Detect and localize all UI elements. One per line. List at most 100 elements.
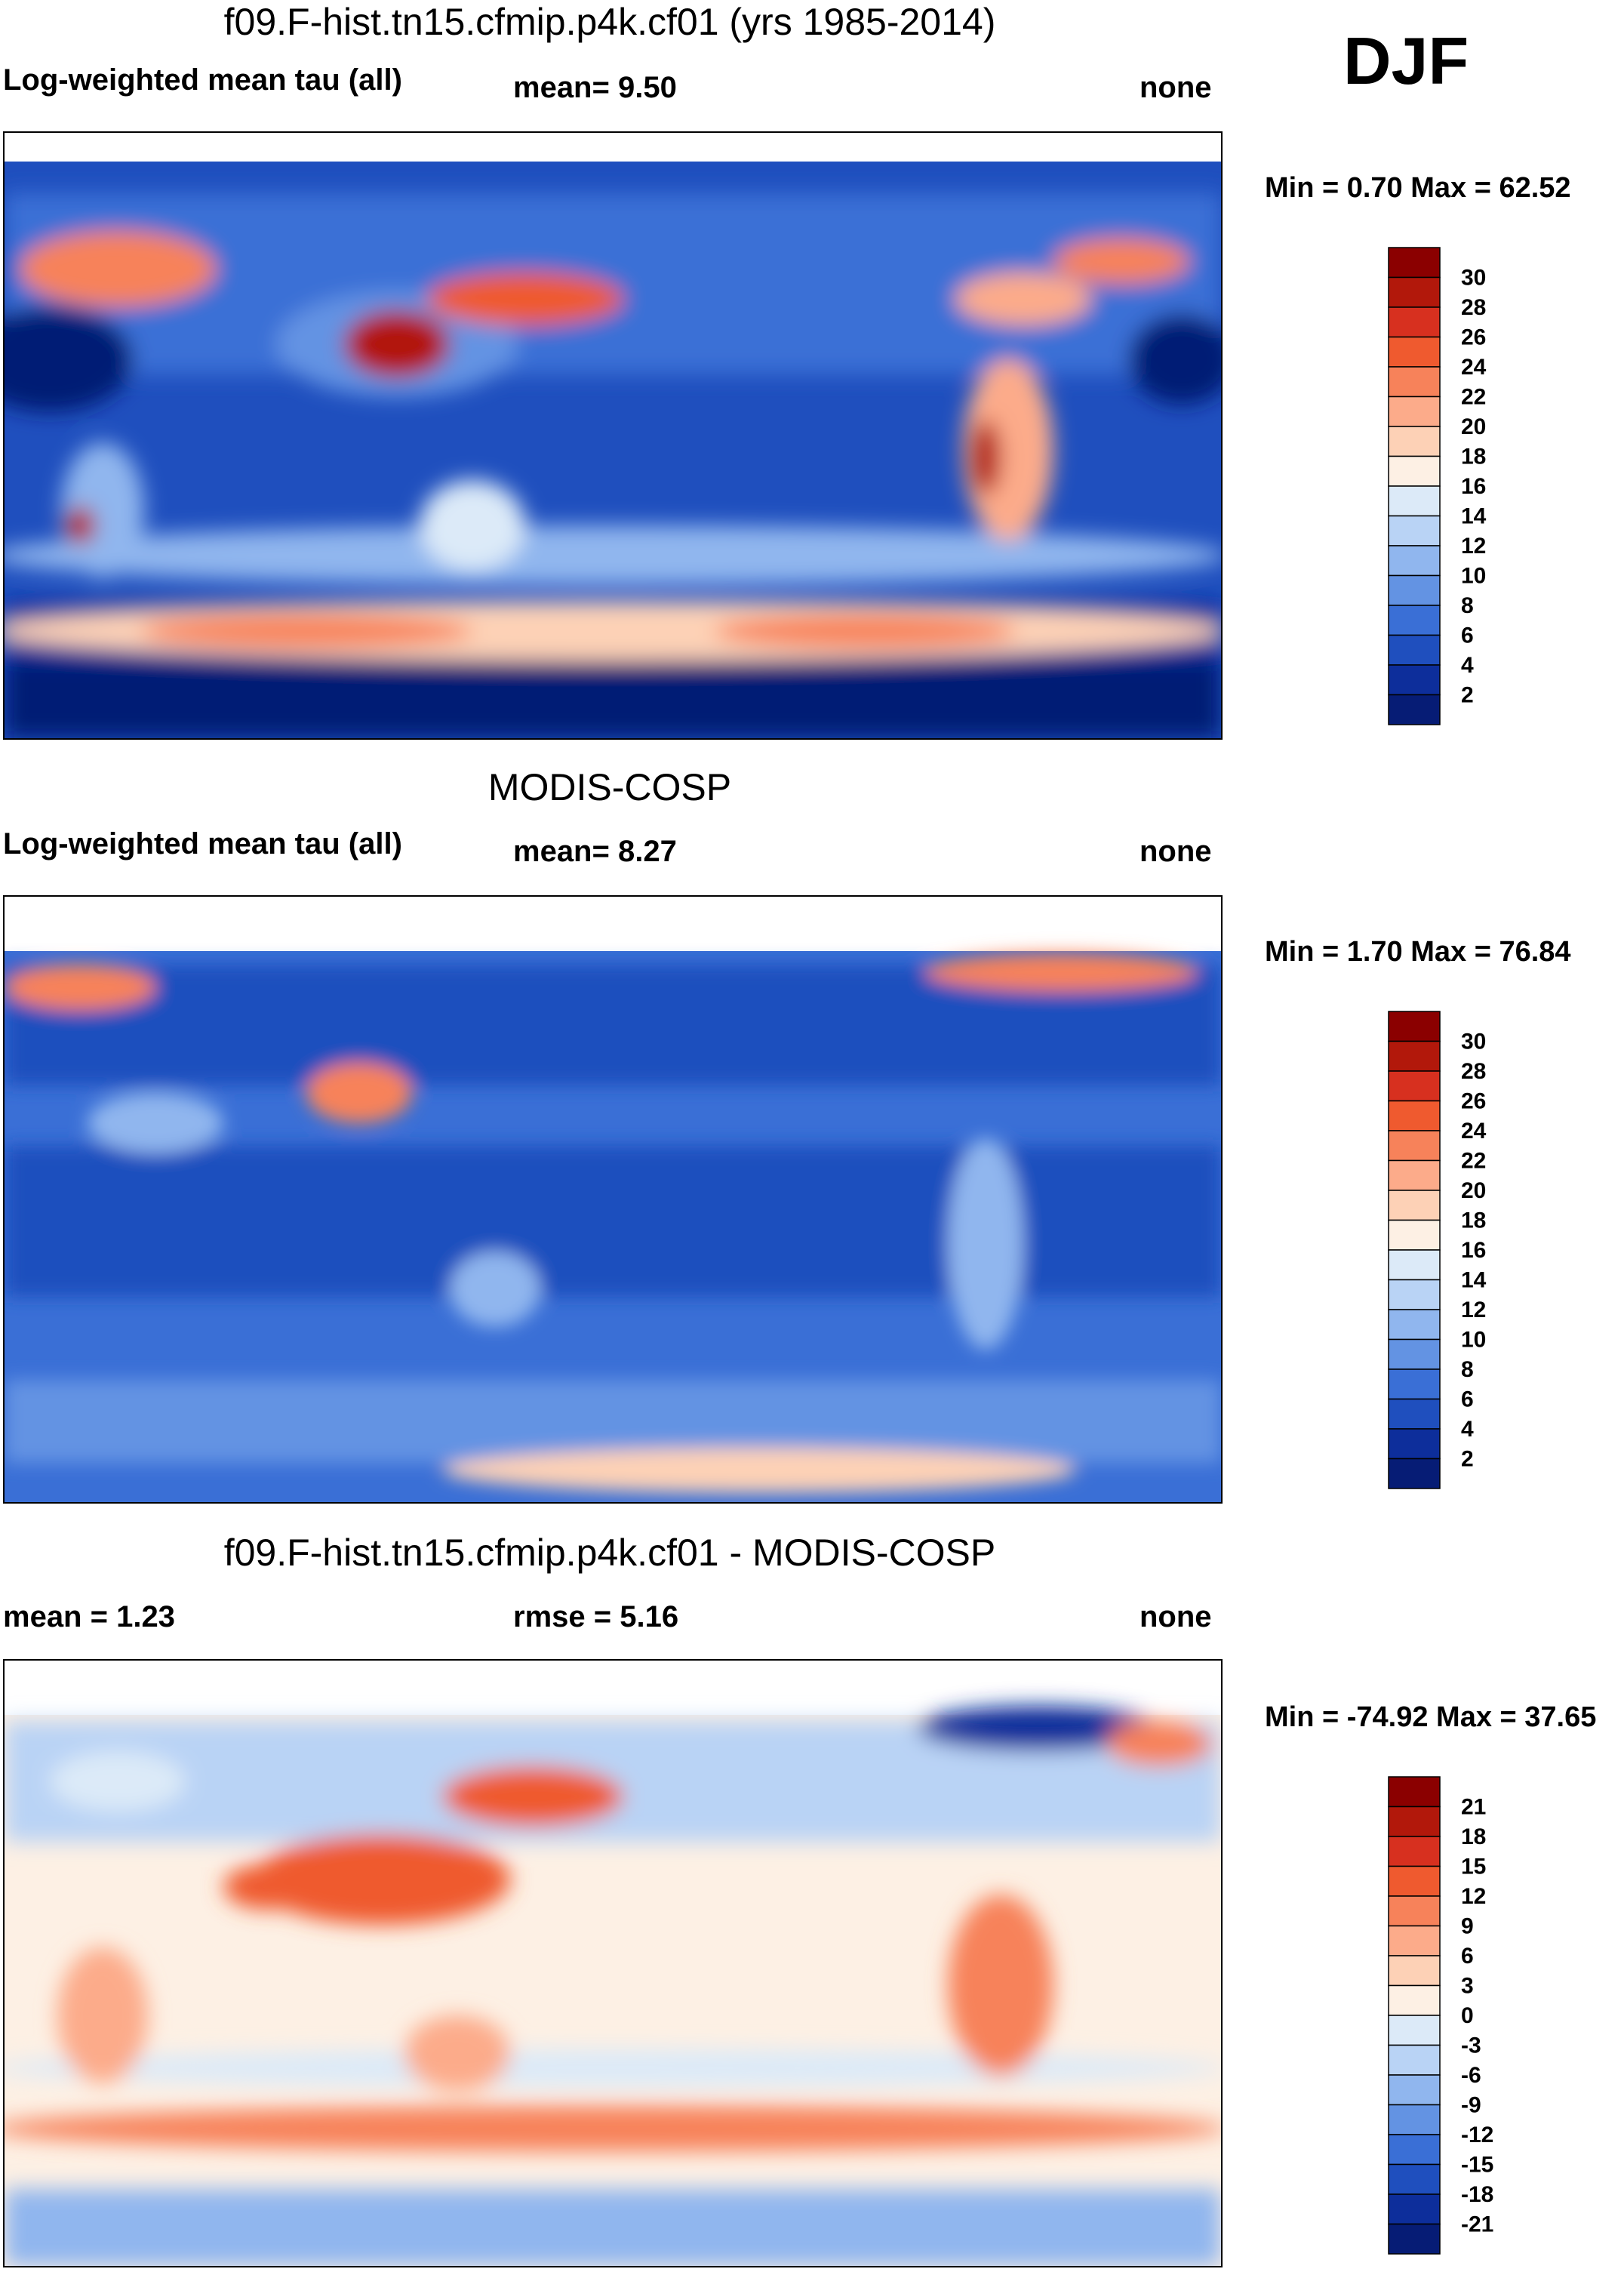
colorbar-tick-label: 10 <box>1461 1328 1486 1353</box>
colorbar-box <box>1388 1895 1441 1927</box>
panel-center-label-obs: mean= 8.27 <box>513 835 677 868</box>
colorbar-tick-label: 3 <box>1461 1974 1474 1999</box>
colorbar-box <box>1388 1070 1441 1102</box>
colorbar-tick-label: 8 <box>1461 593 1474 618</box>
colorbar-tick-label: 16 <box>1461 1238 1486 1263</box>
colorbar-box <box>1388 396 1441 427</box>
colorbar-box <box>1388 2163 1441 2195</box>
panel-left-label-obs: Log-weighted mean tau (all) <box>3 827 402 860</box>
colorbar-tick-label: -18 <box>1461 2182 1493 2207</box>
colorbar-model: 30 28 26 24 22 20 18 16 14 12 10 8 6 4 2 <box>1388 247 1509 731</box>
colorbar-box <box>1388 2223 1441 2255</box>
colorbar-tick-label: 0 <box>1461 2003 1474 2028</box>
colorbar-tick-label: 12 <box>1461 534 1486 559</box>
colorbar-tick-label: 6 <box>1461 1944 1474 1969</box>
map-model <box>3 131 1223 740</box>
colorbar-tick-label: 15 <box>1461 1855 1486 1879</box>
colorbar-box <box>1388 1836 1441 1867</box>
colorbar-tick-label: 14 <box>1461 1268 1487 1293</box>
colorbar-tick-label: 18 <box>1461 445 1486 469</box>
colorbar-tick-label: 24 <box>1461 355 1487 380</box>
panel-title-obs: MODIS-COSP <box>488 766 732 808</box>
colorbar-box <box>1388 1776 1441 1808</box>
colorbar-tick-label: 4 <box>1461 653 1474 678</box>
colorbar-tick-label: -15 <box>1461 2153 1493 2178</box>
panel-right-label-obs: none <box>1140 835 1212 868</box>
colorbar-box <box>1388 2015 1441 2046</box>
colorbar-tick-label: 12 <box>1461 1884 1486 1909</box>
colorbar-box <box>1388 1249 1441 1281</box>
colorbar-tick-label: 9 <box>1461 1914 1474 1939</box>
colorbar-tick-label: 30 <box>1461 266 1486 291</box>
colorbar-tick-label: 10 <box>1461 564 1486 589</box>
colorbar-tick-label: 28 <box>1461 295 1486 320</box>
season-label: DJF <box>1343 23 1469 98</box>
colorbar-tick-label: -3 <box>1461 2033 1481 2058</box>
colorbar-tick-label: 24 <box>1461 1119 1487 1144</box>
panel-title-diff: f09.F-hist.tn15.cfmip.p4k.cf01 - MODIS-C… <box>223 1532 996 1574</box>
colorbar-box <box>1388 1925 1441 1956</box>
colorbar-tick-label: 20 <box>1461 1178 1486 1203</box>
colorbar-box <box>1388 1219 1441 1251</box>
colorbar-tick-label: 2 <box>1461 1447 1474 1472</box>
colorbar-box <box>1388 366 1441 398</box>
colorbar-box <box>1388 1955 1441 1987</box>
colorbar-tick-label: 18 <box>1461 1208 1486 1233</box>
colorbar-box <box>1388 336 1441 368</box>
colorbar-tick-label: -12 <box>1461 2123 1493 2147</box>
colorbar-box <box>1388 545 1441 577</box>
colorbar-box <box>1388 515 1441 546</box>
colorbar-tick-label: 20 <box>1461 414 1486 439</box>
colorbar-tick-label: 2 <box>1461 683 1474 708</box>
colorbar-box <box>1388 1458 1441 1489</box>
colorbar-tick-label: -21 <box>1461 2212 1493 2237</box>
colorbar-tick-label: 22 <box>1461 1149 1486 1174</box>
colorbar-tick-label: 30 <box>1461 1030 1486 1054</box>
colorbar-tick-label: 6 <box>1461 623 1474 648</box>
panel-right-label-model: none <box>1140 71 1212 104</box>
colorbar-box <box>1388 426 1441 457</box>
colorbar-box <box>1388 247 1441 279</box>
colorbar-tick-label: 4 <box>1461 1417 1474 1442</box>
colorbar-box <box>1388 1368 1441 1400</box>
colorbar-box <box>1388 1398 1441 1430</box>
colorbar-tick-label: 22 <box>1461 385 1486 410</box>
colorbar-box <box>1388 2193 1441 2225</box>
colorbar-box <box>1388 694 1441 725</box>
colorbar-box <box>1388 1100 1441 1131</box>
colorbar-tick-label: 26 <box>1461 1089 1486 1114</box>
minmax-model: Min = 0.70 Max = 62.52 <box>1265 172 1571 204</box>
colorbar-box <box>1388 455 1441 487</box>
colorbar-tick-label: -6 <box>1461 2063 1481 2088</box>
colorbar-box <box>1388 1159 1441 1191</box>
map-diff <box>3 1659 1223 2267</box>
colorbar-tick-label: 12 <box>1461 1298 1486 1322</box>
colorbar-box <box>1388 485 1441 517</box>
colorbar-tick-label: 16 <box>1461 474 1486 499</box>
panel-center-label-model: mean= 9.50 <box>513 71 677 104</box>
map-obs <box>3 895 1223 1504</box>
colorbar-box <box>1388 2134 1441 2166</box>
minmax-obs: Min = 1.70 Max = 76.84 <box>1265 936 1571 968</box>
colorbar-box <box>1388 2104 1441 2135</box>
colorbar-box <box>1388 276 1441 308</box>
colorbar-box <box>1388 1040 1441 1072</box>
colorbar-tick-label: 6 <box>1461 1387 1474 1412</box>
colorbar-box <box>1388 1865 1441 1897</box>
colorbar-obs: 30 28 26 24 22 20 18 16 14 12 10 8 6 4 2 <box>1388 1011 1509 1495</box>
colorbar-box <box>1388 1190 1441 1221</box>
colorbar-box <box>1388 1309 1441 1341</box>
colorbar-diff: 21 18 15 12 9 6 3 0 -3 -6 -9 -12 -15 -18 -21 <box>1388 1776 1509 2260</box>
colorbar-box <box>1388 1279 1441 1310</box>
colorbar-box <box>1388 2074 1441 2106</box>
colorbar-tick-label: -9 <box>1461 2093 1481 2118</box>
panel-center-label-diff: rmse = 5.16 <box>513 1600 679 1633</box>
colorbar-tick-label: 14 <box>1461 504 1487 529</box>
colorbar-box <box>1388 2044 1441 2076</box>
colorbar-tick-label: 21 <box>1461 1795 1486 1820</box>
colorbar-box <box>1388 306 1441 338</box>
panel-left-label-model: Log-weighted mean tau (all) <box>3 63 402 97</box>
colorbar-box <box>1388 1806 1441 1837</box>
minmax-diff: Min = -74.92 Max = 37.65 <box>1265 1701 1597 1733</box>
colorbar-box <box>1388 1130 1441 1162</box>
